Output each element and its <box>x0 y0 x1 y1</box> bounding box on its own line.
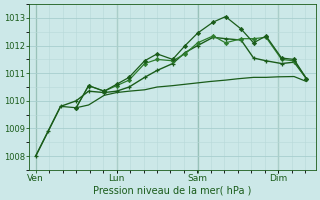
X-axis label: Pression niveau de la mer( hPa ): Pression niveau de la mer( hPa ) <box>93 186 252 196</box>
